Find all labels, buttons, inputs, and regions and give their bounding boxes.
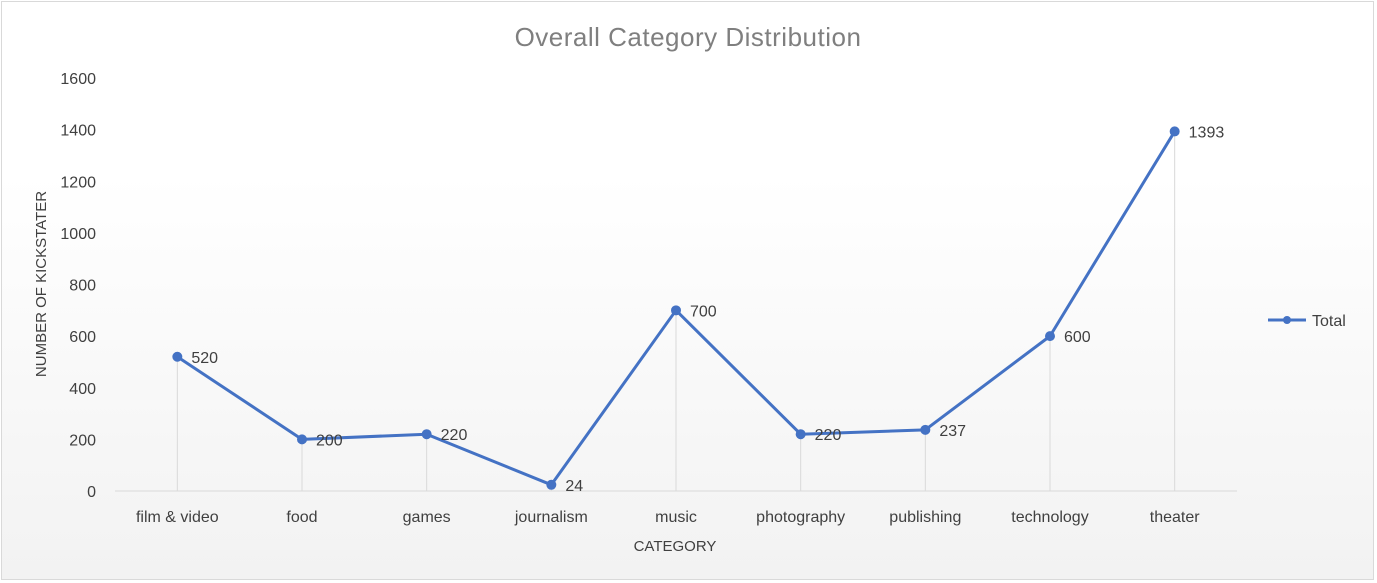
data-point: [172, 351, 183, 362]
y-tick-label: 0: [87, 484, 96, 501]
data-point: [1045, 331, 1055, 342]
chart-title: Overall Category Distribution: [515, 22, 862, 52]
data-point: [297, 434, 307, 445]
legend-label-total: Total: [1312, 313, 1346, 330]
data-point: [795, 429, 806, 440]
x-tick-label: journalism: [514, 509, 588, 526]
x-tick-label: film & video: [136, 509, 219, 526]
data-points: [172, 126, 1180, 490]
y-tick-label: 1000: [60, 226, 96, 243]
y-tick-label: 1400: [60, 123, 96, 140]
data-label: 237: [939, 423, 966, 440]
x-tick-label: music: [655, 509, 697, 526]
x-axis-title: CATEGORY: [634, 538, 717, 555]
data-label: 220: [441, 427, 468, 444]
x-axis: film & video food games journalism music phot…: [136, 509, 1200, 526]
legend-marker-total: [1283, 316, 1291, 324]
data-label: 1393: [1189, 124, 1225, 141]
data-point: [421, 429, 432, 440]
data-label: 520: [191, 350, 218, 367]
y-tick-label: 400: [69, 381, 96, 398]
x-tick-label: food: [286, 509, 317, 526]
data-point: [671, 305, 681, 316]
data-labels: 520 200 220 24 700 220 237 600 1393: [191, 124, 1224, 494]
x-tick-label: publishing: [889, 509, 961, 526]
data-label: 700: [690, 303, 717, 320]
x-tick-label: games: [403, 509, 451, 526]
data-label: 200: [316, 432, 343, 449]
y-tick-label: 1200: [60, 174, 96, 191]
y-axis-title: NUMBER OF KICKSTATER: [33, 191, 50, 377]
data-label: 24: [565, 478, 583, 495]
legend: Total: [1268, 313, 1346, 330]
data-point: [1169, 126, 1180, 137]
x-tick-label: technology: [1011, 509, 1088, 526]
y-axis: 0 200 400 600 800 1000 1200 1400 1600: [60, 71, 96, 501]
x-tick-label: photography: [756, 509, 845, 526]
data-label: 600: [1064, 329, 1091, 346]
data-label: 220: [815, 427, 842, 444]
y-tick-label: 1600: [60, 71, 96, 88]
y-tick-label: 200: [69, 432, 96, 449]
data-point: [546, 479, 557, 490]
data-point: [920, 424, 931, 435]
y-tick-label: 800: [69, 278, 96, 295]
y-tick-label: 600: [69, 329, 96, 346]
drop-lines: [176, 131, 1176, 491]
x-tick-label: theater: [1150, 509, 1200, 526]
